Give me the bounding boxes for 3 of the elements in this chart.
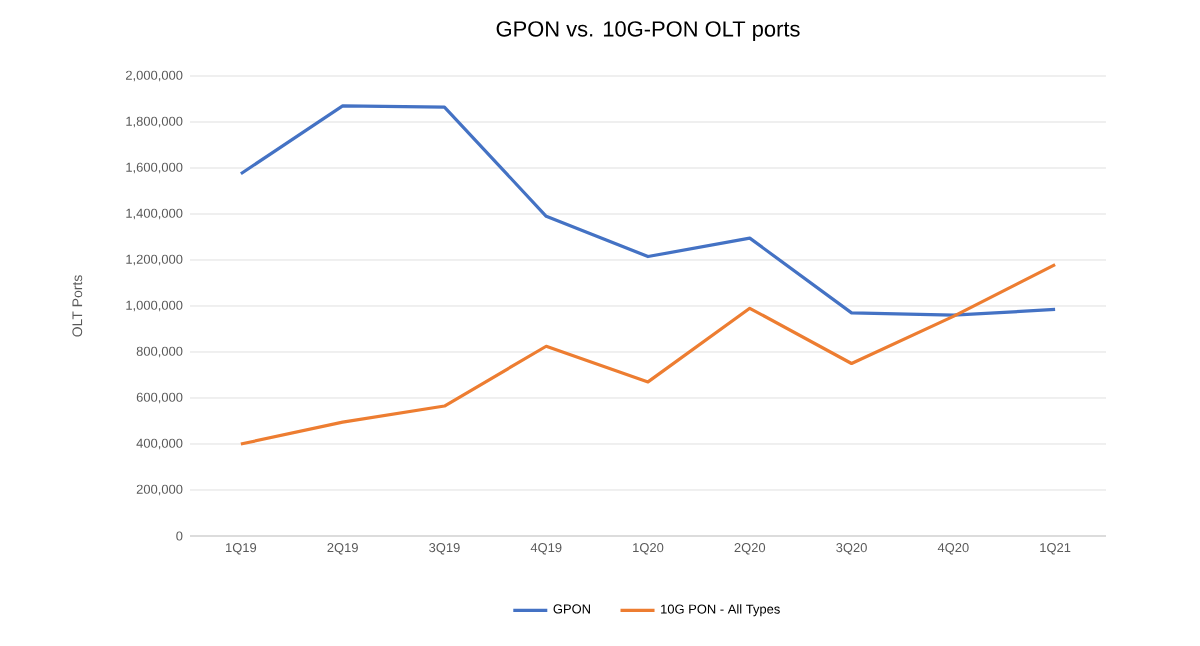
chart-title: GPON vs. 10G-PON OLT ports	[496, 21, 800, 41]
line-series	[239, 262, 1057, 446]
line-series	[239, 104, 1057, 317]
